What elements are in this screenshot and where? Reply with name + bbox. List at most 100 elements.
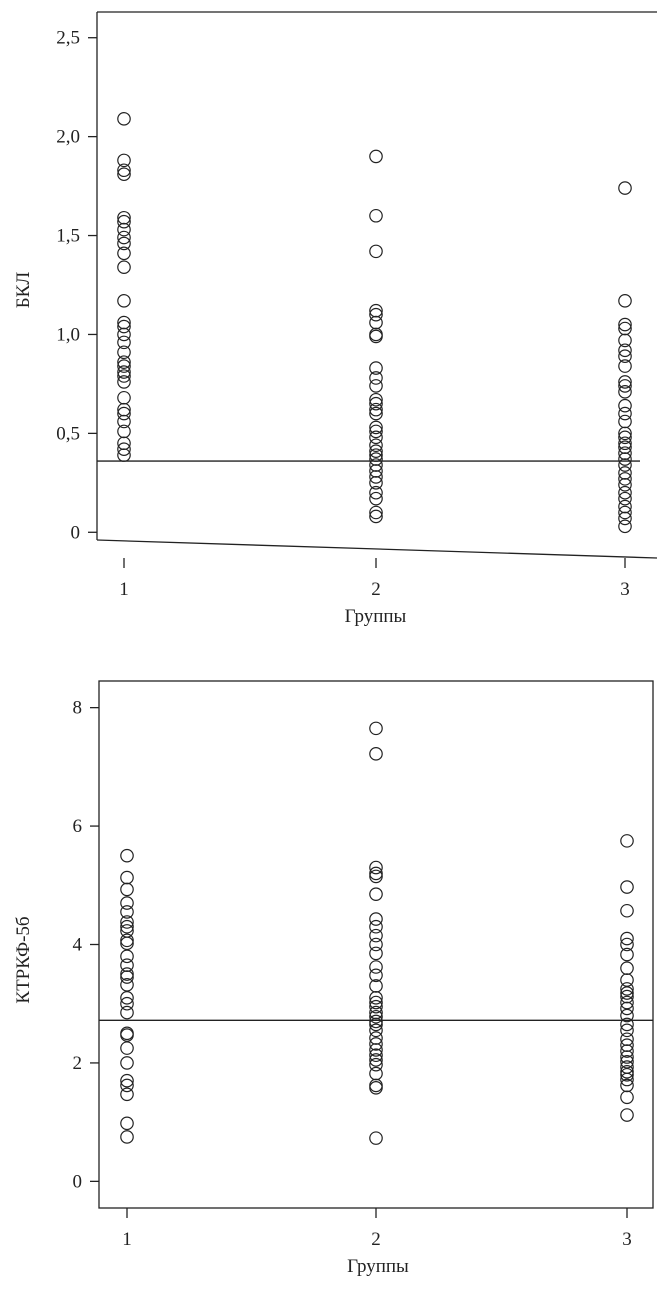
data-point	[120, 1116, 134, 1131]
data-point	[618, 426, 632, 441]
data-point	[117, 406, 131, 421]
data-point	[369, 860, 383, 875]
data-point	[618, 181, 632, 195]
data-point	[620, 1044, 634, 1058]
data-point	[369, 444, 383, 458]
data-point	[117, 390, 131, 405]
data-point	[369, 1009, 383, 1024]
data-point	[117, 214, 131, 229]
data-point	[117, 442, 131, 456]
data-point	[620, 834, 634, 848]
data-point	[117, 448, 131, 462]
data-point	[120, 919, 134, 934]
data-point	[620, 995, 634, 1010]
data-point	[117, 163, 131, 178]
data-point	[369, 747, 383, 761]
data-point	[117, 414, 131, 429]
y-axis-title: КТРКФ-5б	[13, 916, 34, 1003]
data-point	[618, 317, 632, 332]
data-point	[369, 1066, 383, 1081]
data-point	[117, 345, 131, 360]
data-point	[369, 928, 383, 943]
data-point	[117, 246, 131, 261]
data-point	[618, 349, 632, 364]
data-point	[120, 1087, 134, 1102]
data-point	[369, 208, 383, 223]
data-point	[369, 887, 383, 901]
data-point	[618, 359, 632, 373]
data-point	[369, 1048, 383, 1063]
data-point	[369, 1037, 383, 1051]
data-point	[618, 430, 632, 445]
data-point	[369, 509, 383, 524]
data-point	[618, 379, 632, 393]
data-point	[117, 230, 131, 245]
data-point	[620, 961, 634, 975]
data-point	[369, 438, 383, 453]
x-tick-label: 2	[371, 1229, 381, 1250]
data-point	[117, 260, 131, 274]
data-point	[618, 385, 632, 399]
data-point	[369, 402, 383, 417]
data-point	[369, 406, 383, 421]
data-point	[369, 420, 383, 435]
data-point	[120, 1056, 134, 1070]
data-point	[620, 1017, 634, 1032]
y-tick-label: 2,5	[56, 28, 80, 49]
data-point	[117, 319, 131, 334]
data-point	[369, 485, 383, 500]
data-point	[620, 1023, 634, 1038]
chart-panel-1: 0 0,5 1,0 1,5 2,0 2,5 1 2 3 Группы БКЛ	[13, 11, 657, 627]
data-point	[369, 869, 383, 884]
data-point	[117, 359, 131, 373]
x-tick-label: 3	[622, 1229, 632, 1250]
data-point	[117, 236, 131, 251]
data-point	[618, 375, 632, 389]
data-point	[620, 937, 634, 952]
data-point	[120, 848, 134, 863]
data-point	[369, 371, 383, 385]
data-point	[618, 491, 632, 506]
data-point	[618, 406, 632, 421]
data-point	[620, 1090, 634, 1105]
data-point	[120, 996, 134, 1011]
data-point	[369, 149, 383, 164]
data-point	[117, 294, 131, 308]
data-point	[117, 327, 131, 342]
x-axis-title: Группы	[347, 1256, 409, 1277]
data-point	[620, 1001, 634, 1016]
data-point	[369, 1057, 383, 1072]
data-point	[620, 1008, 634, 1023]
data-point	[120, 882, 134, 897]
data-point	[369, 361, 383, 375]
data-point	[117, 153, 131, 168]
data-point	[369, 946, 383, 961]
y-tick-label: 8	[73, 698, 83, 719]
x-axis-line	[96, 539, 657, 559]
data-point	[120, 1028, 134, 1042]
data-point	[369, 505, 383, 520]
data-point	[369, 430, 383, 445]
data-point	[369, 448, 383, 462]
data-point	[620, 1065, 634, 1079]
data-point	[620, 1050, 634, 1064]
data-point	[120, 970, 134, 984]
data-point	[369, 1043, 383, 1057]
data-point	[369, 379, 383, 393]
data-point	[620, 1054, 634, 1069]
data-point	[117, 222, 131, 237]
data-point	[117, 112, 131, 126]
y-tick-label: 4	[73, 935, 83, 956]
data-point	[618, 343, 632, 358]
y-tick-label: 2	[73, 1053, 83, 1074]
data-point	[620, 880, 634, 894]
y-axis-title: БКЛ	[13, 272, 34, 309]
data-point	[618, 485, 632, 500]
x-tick-label: 2	[371, 579, 381, 600]
y-tick-label: 0	[71, 522, 81, 543]
data-point	[369, 1053, 383, 1067]
data-point	[369, 968, 383, 983]
data-point	[369, 1131, 383, 1145]
data-point	[369, 1014, 383, 1029]
